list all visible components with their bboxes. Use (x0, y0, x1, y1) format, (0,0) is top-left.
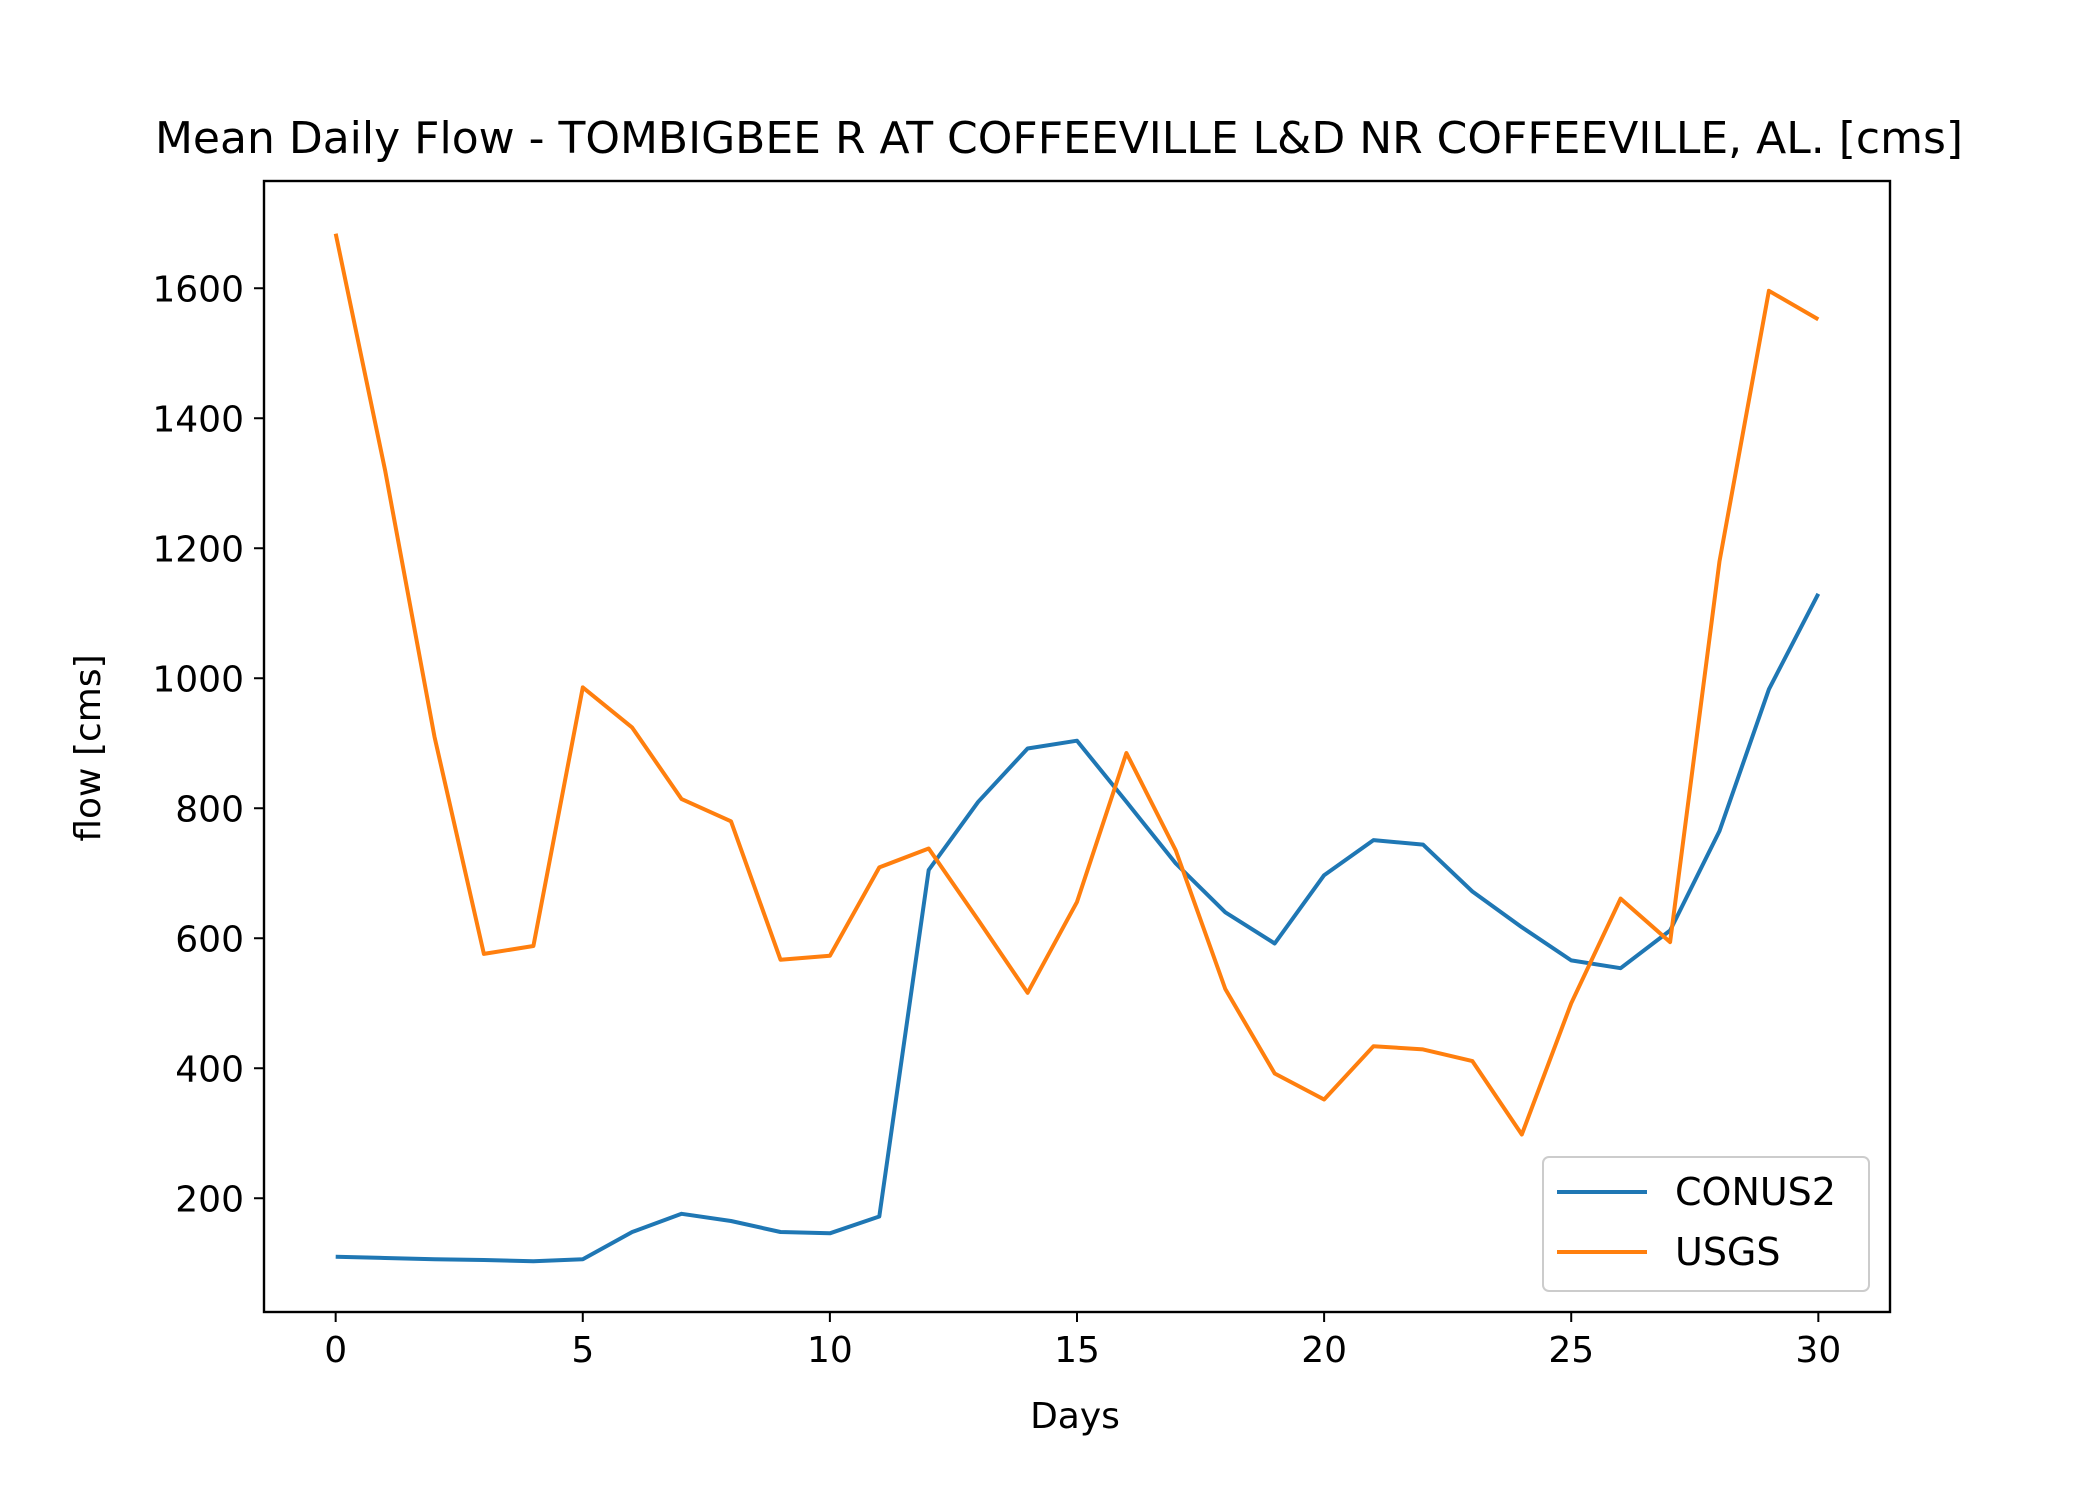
y-tick-label: 1200 (152, 529, 244, 570)
y-tick-label: 1400 (152, 399, 244, 440)
x-tick-label: 25 (1548, 1330, 1594, 1371)
x-tick-label: 15 (1054, 1330, 1100, 1371)
legend-label-conus2: CONUS2 (1675, 1170, 1836, 1214)
x-tick-label: 10 (807, 1330, 853, 1371)
y-tick-label: 800 (175, 789, 244, 830)
x-tick-label: 30 (1795, 1330, 1841, 1371)
legend-label-usgs: USGS (1675, 1230, 1781, 1274)
series-line-conus2 (335, 592, 1821, 1264)
plot-lines (333, 233, 1821, 1264)
y-tick-label: 1600 (152, 269, 244, 310)
x-tick-label: 5 (571, 1330, 594, 1371)
x-tick-label: 20 (1301, 1330, 1347, 1371)
y-axis-label: flow [cms] (68, 654, 109, 841)
legend: CONUS2 USGS (1542, 1156, 1870, 1292)
y-tick-label: 1000 (152, 659, 244, 700)
y-tick-label: 200 (175, 1179, 244, 1220)
x-axis: 0 5 10 15 20 25 30 (324, 1312, 1841, 1371)
chart-title: Mean Daily Flow - TOMBIGBEE R AT COFFEEV… (155, 113, 1963, 164)
series-line-usgs (333, 233, 1820, 1137)
y-tick-label: 400 (175, 1049, 244, 1090)
y-tick-label: 600 (175, 919, 244, 960)
x-axis-label: Days (1030, 1396, 1120, 1437)
y-axis: 200 400 600 800 1000 1200 1400 1600 (152, 269, 264, 1220)
plot-frame (262, 179, 1892, 1314)
x-tick-label: 0 (324, 1330, 347, 1371)
